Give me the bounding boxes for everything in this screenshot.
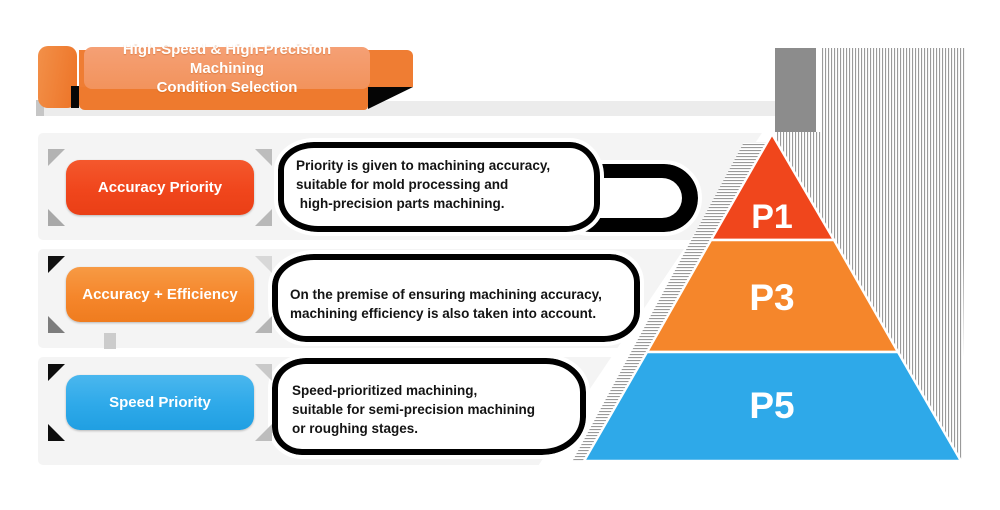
banner-text-panel: High-Speed & High-Precision Machining Co… (84, 41, 370, 96)
banner-lower-band (79, 87, 368, 110)
bubble-text-line: machining efficiency is also taken into … (290, 306, 597, 321)
corner-mark-icon (48, 424, 65, 441)
gray-artifact-block (104, 333, 116, 349)
corner-mark-icon (48, 364, 65, 381)
corner-mark-icon (48, 209, 65, 226)
banner-shadow-sliver (71, 86, 79, 108)
corner-mark-icon (255, 316, 272, 333)
corner-mark-icon (255, 256, 272, 273)
strip-left-sliver (36, 100, 44, 116)
banner-ribbon-end (38, 46, 77, 108)
corner-mark-icon (255, 149, 272, 166)
banner-shadow-wedge (368, 87, 413, 109)
bubble-text-line: suitable for semi-precision machining (292, 402, 536, 417)
gray-block (775, 48, 816, 132)
bubble-accuracy-efficiency: On the premise of ensuring machining acc… (268, 250, 644, 346)
corner-mark-icon (255, 364, 272, 381)
page-title-line1: High-Speed & High-Precision Machining (122, 40, 332, 77)
corner-mark-icon (255, 209, 272, 226)
speed-priority-button[interactable]: Speed Priority (48, 364, 272, 441)
pyramid-right-shadow-stripes (777, 48, 966, 461)
bubble-speed-priority: Speed-prioritized machining, suitable fo… (268, 354, 590, 459)
corner-mark-icon (48, 316, 65, 333)
button-label: Speed Priority (109, 394, 211, 411)
bubble-text-line: or roughing stages. (292, 421, 419, 436)
corner-mark-icon (48, 256, 65, 273)
bubble-text-line: high-precision parts machining. (296, 196, 505, 211)
bubble-accuracy-priority: Priority is given to machining accuracy,… (274, 138, 604, 236)
accuracy-efficiency-button[interactable]: Accuracy + Efficiency (48, 256, 272, 333)
accuracy-priority-button[interactable]: Accuracy Priority (48, 149, 272, 226)
bubble-text-line: Priority is given to machining accuracy, (296, 158, 551, 173)
button-label: Accuracy + Efficiency (82, 286, 238, 303)
button-label: Accuracy Priority (97, 179, 223, 196)
bubble-text-line: Speed-prioritized machining, (292, 383, 478, 398)
bubble-text-line: On the premise of ensuring machining acc… (290, 287, 602, 302)
page-title-line2: Condition Selection (156, 78, 298, 96)
corner-mark-icon (255, 424, 272, 441)
corner-mark-icon (48, 149, 65, 166)
bubble-text-line: suitable for mold processing and (296, 177, 509, 192)
